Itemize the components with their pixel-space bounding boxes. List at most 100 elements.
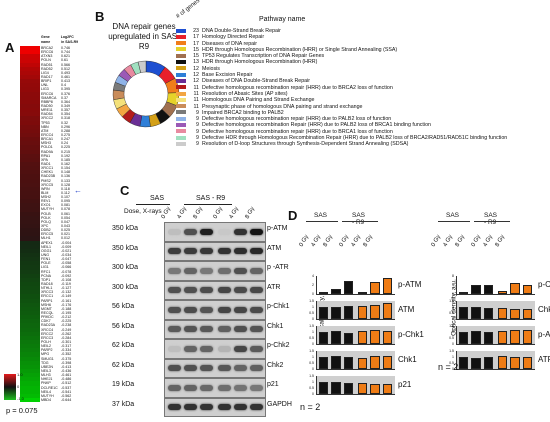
dose-tick: 4 Gy	[176, 206, 189, 220]
gene-row: SMUG1 -0.375	[41, 357, 89, 361]
pathway-count: 9	[196, 135, 199, 142]
gene-name: CHEK1	[41, 170, 53, 175]
bar	[471, 357, 481, 369]
heatmap-cell	[20, 356, 40, 361]
y-tick: 0	[452, 342, 454, 346]
bar	[331, 288, 341, 294]
gene-row: ERCC6 0.376	[41, 92, 89, 96]
gene-name: XPA	[41, 157, 48, 162]
gene-row: XRCC1 0.154	[41, 166, 89, 170]
heatmap-cell	[20, 182, 40, 187]
protein-label: Chk1	[267, 322, 284, 330]
bar	[382, 303, 392, 319]
col-count-header: # of genes	[175, 0, 202, 20]
gene-row: MSH6 -0.176	[41, 303, 89, 307]
y-tick: 1	[312, 305, 314, 309]
blot-band	[200, 228, 213, 235]
pathway-swatch	[176, 53, 186, 58]
donut-slice	[112, 89, 125, 100]
pathway-swatch	[176, 104, 186, 109]
gene-log2fc: -0.541	[61, 389, 72, 394]
gene-row: XRCC3 -0.132	[41, 290, 89, 294]
heatmap-cell	[20, 137, 40, 142]
panel-a-letter: A	[5, 40, 15, 55]
gene-row: BLM 0.112	[41, 191, 89, 195]
heatmap-cell	[20, 277, 40, 283]
y-tick: 0	[312, 342, 314, 346]
gene-name: PCNA	[41, 273, 51, 278]
blot-band	[200, 404, 213, 411]
gene-row: POLD1 0.225	[41, 145, 89, 149]
group-sas: SAS	[150, 195, 165, 202]
gene-row: NEIL2 -0.317	[41, 344, 89, 348]
gene-name: PARP1	[41, 298, 53, 303]
bar	[459, 307, 469, 319]
blot-strip	[164, 339, 266, 359]
gene-name: ATXN3	[41, 54, 53, 59]
gene-name: TDG	[41, 360, 49, 365]
gene-row: XRCC2 0.318	[41, 116, 89, 120]
blot-band	[184, 306, 197, 313]
bar	[483, 285, 493, 294]
heatmap-cell	[20, 311, 40, 316]
heatmap-cell	[20, 360, 40, 365]
gene-log2fc: -0.644	[61, 397, 72, 402]
blot-band	[250, 267, 263, 274]
gene-log2fc: 0.025	[61, 228, 70, 233]
bar	[319, 357, 329, 369]
pathway-row: 9 Impaired BRCA2 binding to PALB2	[176, 110, 548, 116]
heatmap-cell	[20, 240, 40, 245]
heatmap-cell	[20, 389, 40, 394]
pathway-row: 15 HDR through Homologous Recombination (…	[176, 47, 548, 53]
gene-log2fc: 0.395	[61, 87, 70, 92]
heatmap-cell	[20, 87, 40, 92]
blot-band	[200, 326, 213, 333]
gene-log2fc: -0.188	[61, 306, 72, 311]
pathway-count: 11	[193, 90, 200, 97]
bar	[522, 308, 532, 319]
gene-name: ERCC4	[41, 132, 54, 137]
blot-band	[200, 267, 213, 274]
colorscale-bar	[4, 374, 16, 400]
bar	[471, 307, 481, 319]
gene-log2fc: 0.054	[61, 215, 70, 220]
dose-tick: 8 Gy	[322, 234, 335, 248]
pathway-swatch	[176, 129, 186, 134]
blot-band	[234, 404, 247, 411]
gene-row: LIG1 -0.066	[41, 265, 89, 269]
gene-row: RAD1 0.162	[41, 162, 89, 166]
col-pathway-header: Pathway name	[259, 16, 306, 23]
heatmap-cell	[20, 74, 40, 80]
gene-log2fc: -0.225	[61, 319, 72, 324]
y-tick: 0.5	[449, 361, 454, 365]
gene-row: RAD51 0.566	[41, 63, 89, 67]
heatmap-cell	[20, 174, 40, 179]
gene-row: POLE -0.058	[41, 261, 89, 265]
heatmap-cell	[20, 219, 40, 225]
y-tick: 0.5	[309, 336, 314, 340]
gene-log2fc: -0.436	[61, 368, 72, 373]
gene-row: EXO1 0.081	[41, 203, 89, 207]
gene-log2fc: -0.461	[61, 373, 72, 378]
gene-row: APEX1 -0.004	[41, 241, 89, 245]
pathway-count: 9	[196, 128, 199, 135]
pathway-swatch	[176, 78, 186, 83]
heatmap-cell	[20, 215, 40, 220]
gene-log2fc: -0.398	[61, 360, 72, 365]
heatmap-cell	[20, 269, 40, 274]
pathway-name: Diseases of DNA Double-Strand Break Repa…	[202, 78, 311, 85]
scale-tick-low: -1.0	[17, 396, 24, 401]
gene-row: ERCC3 -0.284	[41, 336, 89, 340]
bar	[343, 357, 353, 369]
gene-log2fc: -0.195	[61, 311, 72, 315]
y-tick: 1.5	[309, 324, 314, 328]
gene-log2fc: 0.413	[61, 79, 70, 84]
heatmap-cell	[20, 348, 40, 353]
col-log2fc-header-2: in SAS-R9	[61, 40, 79, 44]
heatmap-cell	[20, 79, 40, 84]
gene-log2fc: -0.334	[61, 348, 72, 353]
gene-log2fc: -0.047	[61, 257, 72, 262]
gene-log2fc: -0.034	[61, 253, 72, 258]
kda-label: 62 kDa	[112, 342, 135, 349]
heatmap-cell	[20, 381, 40, 386]
